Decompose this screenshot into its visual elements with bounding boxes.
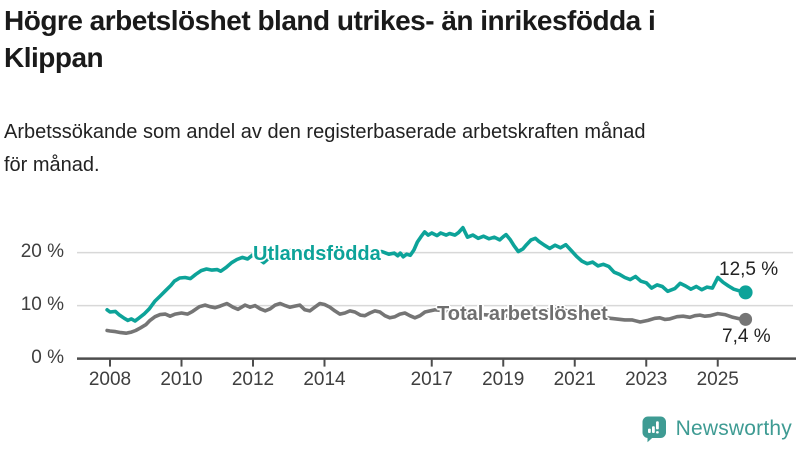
y-axis-label: 10 %	[20, 293, 64, 315]
page-title: Högre arbetslöshet bland utrikes- än inr…	[4, 2, 656, 76]
page-title-line1: Högre arbetslöshet bland utrikes- än inr…	[4, 5, 656, 36]
series-end-dot-utlandsfodda	[738, 285, 753, 300]
series-line-utlandsfodda	[105, 225, 748, 323]
newsworthy-bubble-chart-icon	[642, 416, 666, 443]
end-value-label-total: 7,4 %	[722, 326, 771, 347]
series-line-total	[105, 301, 748, 336]
x-axis-label: 2010	[160, 369, 203, 390]
x-axis-label: 2008	[88, 369, 132, 390]
series-label-utlandsfodda: Utlandsfödda	[253, 243, 381, 265]
chart-subtitle: Arbetssökande som andel av den registerb…	[4, 116, 646, 182]
series-end-dot-total	[739, 312, 753, 326]
x-axis-label: 2019	[482, 369, 525, 390]
newsworthy-wordmark: Newsworthy	[675, 417, 792, 440]
x-axis-label: 2025	[696, 369, 739, 390]
y-axis-label: 0 %	[31, 346, 64, 368]
chart-subtitle-line2: för månad.	[4, 154, 100, 176]
x-axis-label: 2023	[625, 369, 668, 390]
newsworthy-logo[interactable]: Newsworthy	[641, 415, 792, 443]
page-title-line2: Klippan	[4, 42, 104, 73]
x-axis-label: 2014	[303, 369, 346, 390]
x-axis-label: 2017	[410, 369, 453, 390]
x-axis-label: 2021	[553, 369, 596, 390]
end-value-label-utlandsfodda: 12,5 %	[719, 259, 779, 280]
y-axis-label: 20 %	[20, 240, 64, 262]
series-label-total-arbetsloshet: Total arbetslöshet	[437, 303, 608, 325]
x-axis-label: 2012	[231, 369, 275, 390]
chart-subtitle-line1: Arbetssökande som andel av den registerb…	[4, 121, 646, 143]
